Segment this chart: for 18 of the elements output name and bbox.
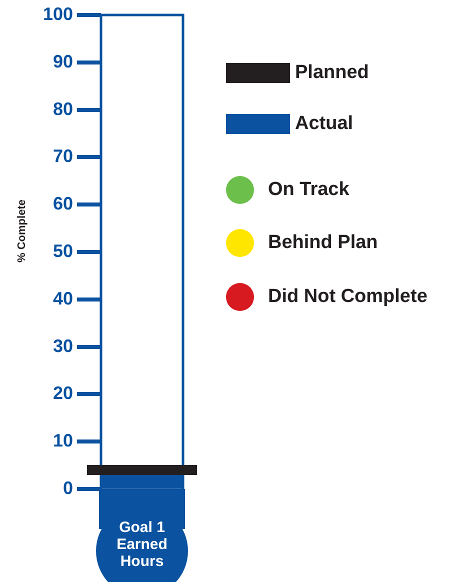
legend-label: Planned [295, 62, 369, 84]
y-tick-label: 90 [52, 51, 73, 72]
legend-label: Behind Plan [268, 232, 378, 254]
legend-label: Did Not Complete [268, 286, 428, 308]
y-tick-label: 80 [52, 98, 73, 119]
y-axis-title: % Complete [16, 200, 28, 262]
y-tick-label: 30 [52, 336, 73, 356]
x-tick-label: Goal 1 Earned Hours [116, 519, 168, 570]
y-tick-label: 0 [62, 478, 73, 498]
y-tick-label: 40 [52, 288, 73, 308]
y-tick-label: 20 [52, 383, 73, 404]
legend-label: On Track [268, 179, 350, 201]
y-tick-label: 70 [52, 146, 73, 166]
y-tick-label: 60 [52, 194, 73, 214]
y-tick-label: 100 [42, 4, 73, 24]
y-tick-label: 50 [52, 240, 73, 261]
y-tick-label: 10 [52, 430, 73, 451]
legend-label: Actual [295, 113, 354, 135]
